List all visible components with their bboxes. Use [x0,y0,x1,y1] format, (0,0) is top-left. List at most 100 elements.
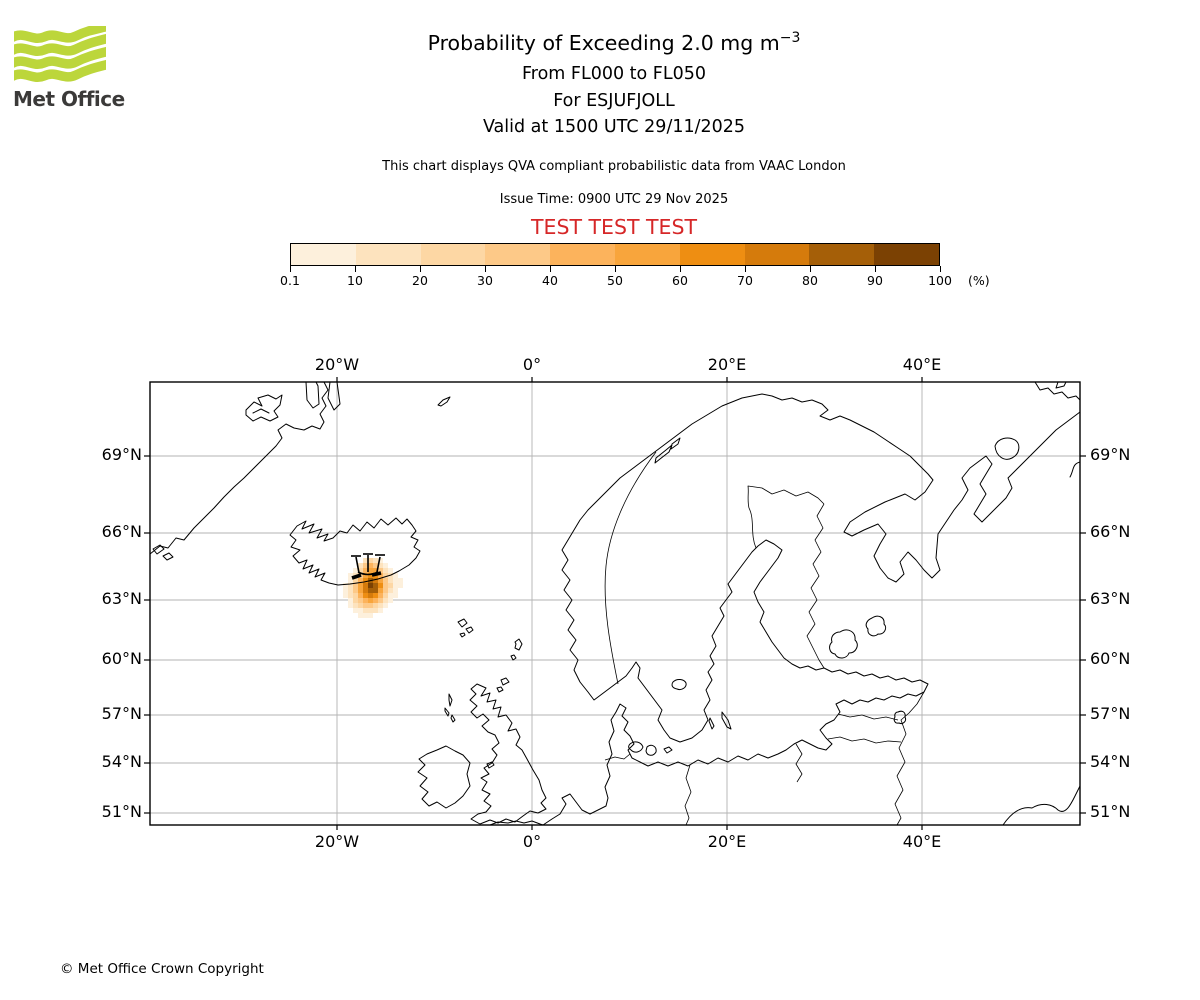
ash-cell [373,593,378,598]
ash-cell [358,603,363,608]
coast-danish-islands [628,741,673,756]
ash-cell [368,583,373,588]
colorbar-tick-label: 20 [412,273,428,288]
ash-cell [353,608,358,613]
colorbar-segment [550,244,615,265]
ash-cell [378,608,383,613]
ash-cell [348,603,353,608]
issue-time: Issue Time: 0900 UTC 29 Nov 2025 [499,192,729,207]
lat-tick-label-left: 66°N [101,522,142,541]
ash-cell [363,563,368,568]
lon-tick-label-top: 20°E [707,355,747,374]
lat-tick-label-right: 69°N [1090,445,1131,464]
colorbar-tick [744,266,746,272]
colorbar-segment [420,244,486,265]
ash-cell [368,558,373,563]
coast-orkney [496,677,510,693]
ash-cell [368,588,373,593]
ash-cell [363,593,368,598]
ash-cell [363,613,368,618]
ash-cell [363,588,368,593]
ash-plume-raster [343,558,403,618]
ash-cell [383,588,388,593]
map-canvas [144,377,1086,830]
ash-cell [383,563,388,568]
ash-cell [368,603,373,608]
colorbar-tick [289,266,291,272]
ash-cell [383,573,388,578]
coast-france [489,820,544,826]
ash-cell [368,608,373,613]
lat-tick-label-right: 54°N [1090,752,1131,771]
coast-jan-mayen [437,396,451,407]
colorbar-segment [809,244,875,265]
coast-greenland-fjord [245,394,283,422]
lon-tick-label-bottom: 0° [522,832,542,851]
ash-cell [368,613,373,618]
lake-peipus [893,710,906,724]
ash-cell [388,568,393,573]
colorbar-segment [679,244,745,265]
ash-cell [383,568,388,573]
ash-cell [373,568,378,573]
ash-cell [358,613,363,618]
lon-tick-label-bottom: 20°W [314,832,360,851]
lake-onega [865,615,887,637]
colorbar-tick [419,266,421,272]
ash-cell [378,563,383,568]
ash-cell [358,568,363,573]
lat-tick-label-left: 63°N [101,589,142,608]
ash-cell [343,593,348,598]
ash-cell [363,608,368,613]
coast-iceland [289,517,421,586]
colorbar-tick [614,266,616,272]
border-denmark-germany [604,753,631,761]
met-office-logo [8,21,111,90]
colorbar-unit-label: (%) [968,273,990,288]
border-russia-baltics [894,691,925,826]
ash-cell [388,593,393,598]
map-frame [149,381,1081,826]
coast-ireland [417,745,471,809]
border-estonia-latvia [837,713,899,721]
colorbar-segment [874,244,939,265]
coast-greenland-islets [152,544,174,561]
ash-cell [393,588,398,593]
ash-cell [348,583,353,588]
lat-tick-label-right: 57°N [1090,704,1131,723]
ash-cell [393,578,398,583]
coast-lofoten [654,437,681,464]
colorbar-tick-label: 100 [928,273,952,288]
probability-colorbar [290,243,940,266]
valid-time-line: Valid at 1500 UTC 29/11/2025 [482,117,746,137]
met-office-logo-text: Met Office [13,87,125,111]
ash-cell [353,583,358,588]
coast-isle-of-man [486,761,495,769]
ash-cell [378,603,383,608]
ash-cell [373,608,378,613]
ash-cell [373,598,378,603]
lat-tick-label-right: 66°N [1090,522,1131,541]
colorbar-segment [291,244,356,265]
colorbar-tick-label: 10 [347,273,363,288]
colorbar-tick-label: 30 [477,273,493,288]
lake-vanern [671,679,687,690]
coast-faroes [457,618,474,638]
lat-tick-label-right: 63°N [1090,589,1131,608]
ash-cell [398,578,403,583]
ash-cell [378,573,383,578]
colorbar-tick [809,266,811,272]
ash-cell [363,568,368,573]
ash-cell [373,578,378,583]
lon-tick-label-bottom: 40°E [902,832,942,851]
ash-cell [373,563,378,568]
border-norway-sweden [604,451,657,685]
ash-cell [353,603,358,608]
ash-cell [348,573,353,578]
ash-cell [343,588,348,593]
ash-cell [383,578,388,583]
ash-cell [368,593,373,598]
ash-cell [378,558,383,563]
colorbar-tick-label: 90 [867,273,883,288]
ash-cell [393,573,398,578]
